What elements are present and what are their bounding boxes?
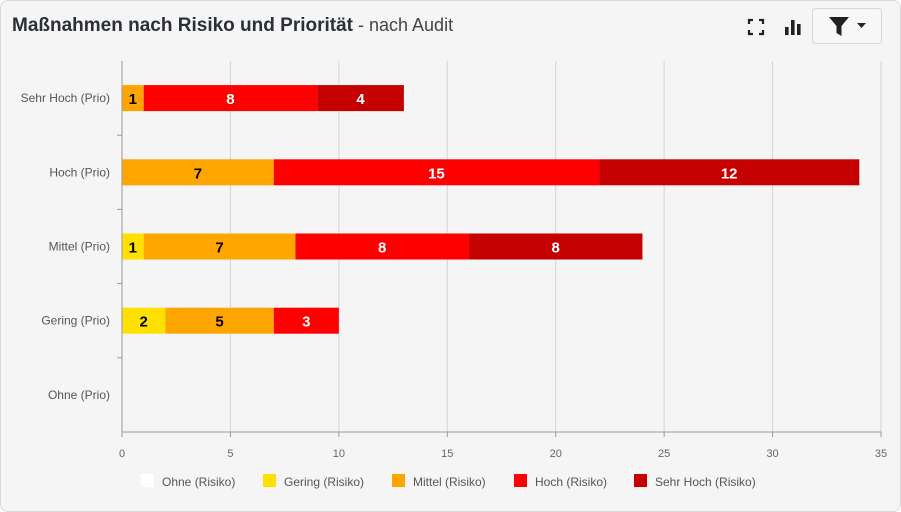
bar-segment <box>143 85 318 112</box>
x-tick-label: 15 <box>441 448 453 460</box>
filter-dropdown-button[interactable] <box>812 8 882 44</box>
x-tick-label: 0 <box>119 448 125 460</box>
y-tick-label: Sehr Hoch (Prio) <box>21 91 110 105</box>
data-label: 4 <box>356 91 365 108</box>
chart-title: Maßnahmen nach Risiko und Priorität <box>12 15 353 36</box>
data-label: 7 <box>194 165 202 182</box>
fullscreen-button[interactable] <box>740 11 772 43</box>
x-tick-label: 35 <box>875 448 887 460</box>
bar-segment <box>273 159 600 186</box>
chart-type-button[interactable] <box>777 11 809 43</box>
bar-segment <box>317 85 404 112</box>
bar-segment <box>165 307 274 334</box>
data-label: 1 <box>129 240 137 257</box>
bar-segment <box>468 233 643 260</box>
legend-swatch <box>634 474 647 487</box>
x-tick-label: 25 <box>658 448 670 460</box>
bar-segment <box>143 233 296 260</box>
x-tick-label: 30 <box>766 448 778 460</box>
bar-segment <box>122 85 144 112</box>
x-tick-label: 20 <box>550 448 562 460</box>
bar-chart-icon <box>785 20 801 35</box>
legend-label: Gering (Risiko) <box>284 475 364 489</box>
caret-down-icon <box>856 23 866 28</box>
data-label: 5 <box>215 314 223 331</box>
legend-swatch <box>141 474 154 487</box>
bar-segment <box>273 307 339 334</box>
x-tick-label: 10 <box>333 448 345 460</box>
legend-swatch <box>392 474 405 487</box>
bar-segment <box>122 307 166 334</box>
data-label: 12 <box>721 165 738 182</box>
legend-label: Mittel (Risiko) <box>413 475 486 489</box>
bar-segment <box>599 159 860 186</box>
data-label: 8 <box>552 240 560 257</box>
y-tick-label: Hoch (Prio) <box>49 165 110 179</box>
legend-label: Ohne (Risiko) <box>162 475 235 489</box>
legend-swatch <box>263 474 276 487</box>
data-label: 1 <box>129 91 137 108</box>
y-tick-label: Gering (Prio) <box>41 314 110 328</box>
filter-icon <box>828 16 849 36</box>
fullscreen-icon <box>747 18 765 36</box>
data-label: 8 <box>226 91 234 108</box>
chart-header: Maßnahmen nach Risiko und Priorität - na… <box>12 15 453 37</box>
data-label: 15 <box>428 165 445 182</box>
y-tick-label: Ohne (Prio) <box>48 388 110 402</box>
chart-subtitle: - nach Audit <box>353 15 454 35</box>
legend-label: Sehr Hoch (Risiko) <box>655 475 756 489</box>
bar-segment <box>295 233 469 260</box>
y-tick-label: Mittel (Prio) <box>49 240 110 254</box>
data-label: 2 <box>140 314 148 331</box>
bar-segment <box>122 233 144 260</box>
data-label: 8 <box>378 240 386 257</box>
legend-label: Hoch (Risiko) <box>535 475 607 489</box>
bar-segment <box>122 159 274 186</box>
legend-swatch <box>514 474 527 487</box>
data-label: 3 <box>302 314 310 331</box>
x-tick-label: 5 <box>227 448 233 460</box>
data-label: 7 <box>215 240 223 257</box>
